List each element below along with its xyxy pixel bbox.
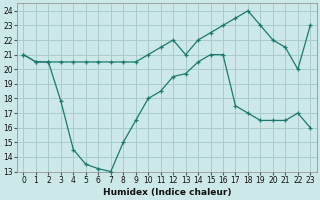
X-axis label: Humidex (Indice chaleur): Humidex (Indice chaleur) [103, 188, 231, 197]
